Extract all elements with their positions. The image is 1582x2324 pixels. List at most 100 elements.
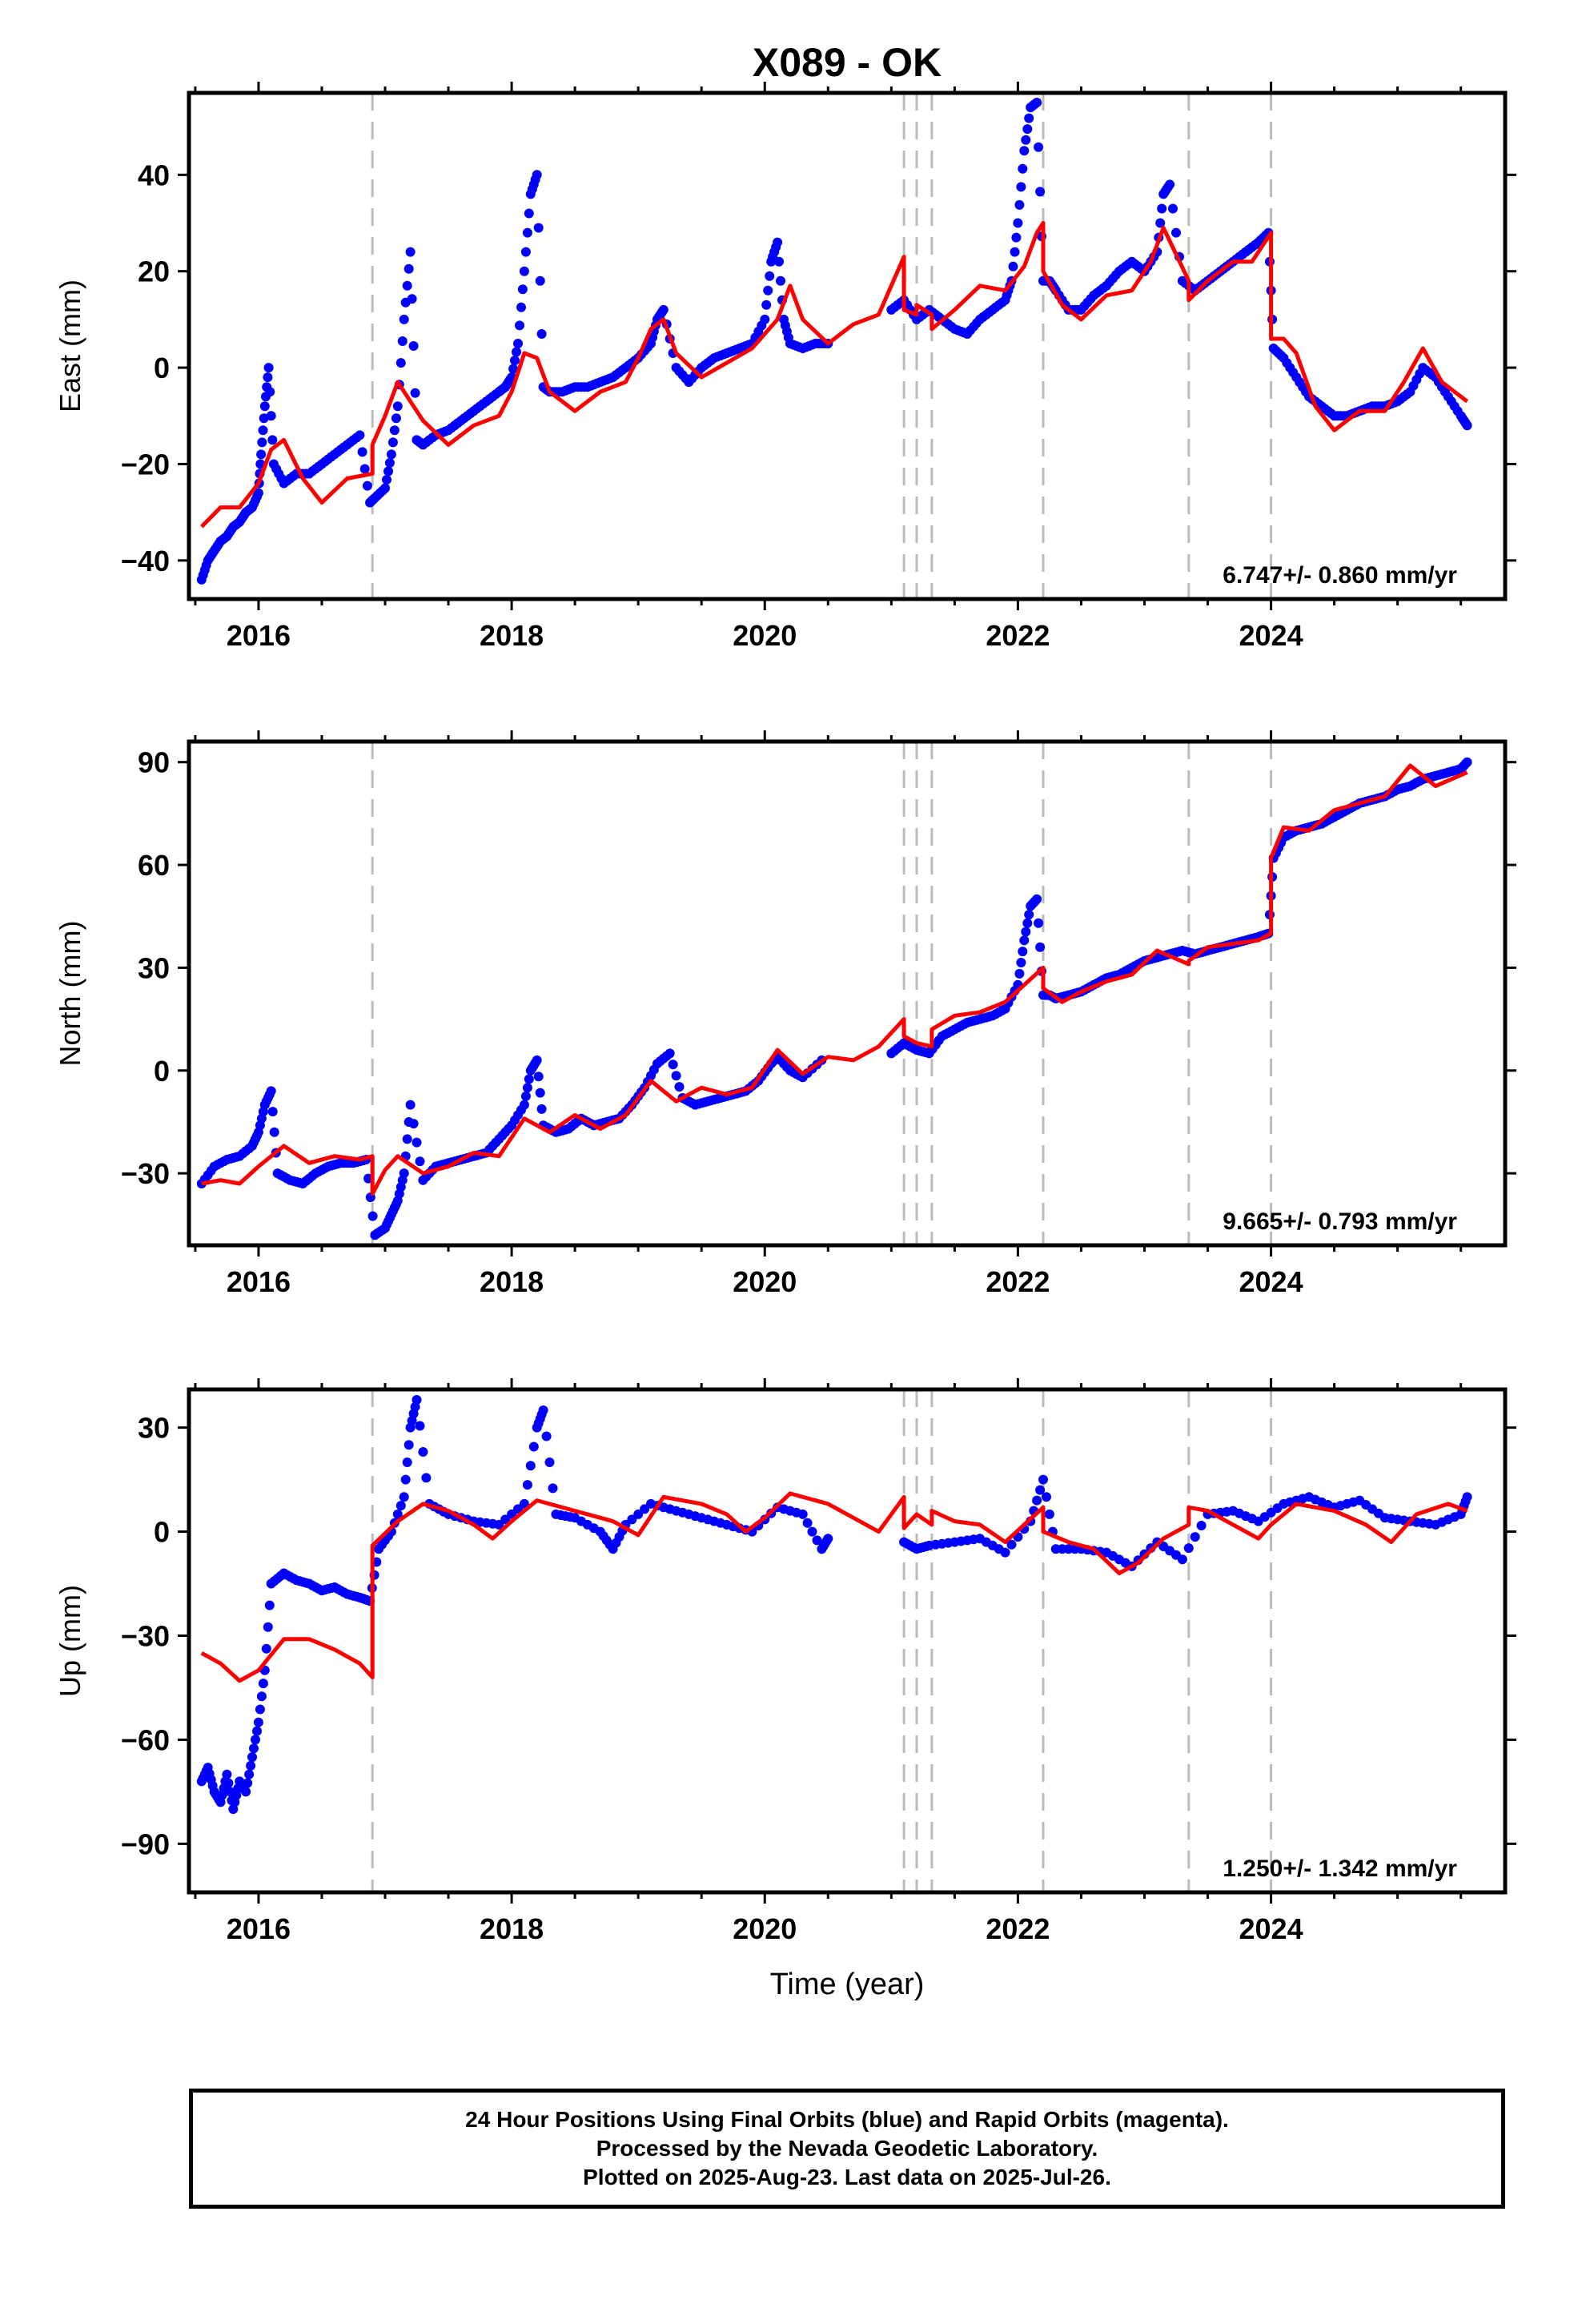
data-point bbox=[522, 1083, 532, 1093]
data-point bbox=[512, 347, 521, 357]
data-point bbox=[399, 1168, 409, 1179]
data-point bbox=[538, 1405, 548, 1415]
data-point bbox=[1171, 227, 1181, 238]
data-point bbox=[1022, 124, 1033, 135]
data-point bbox=[412, 1395, 422, 1405]
data-point bbox=[1035, 942, 1046, 952]
data-point bbox=[1018, 163, 1028, 174]
data-point bbox=[516, 302, 526, 312]
data-point bbox=[396, 1501, 406, 1511]
panel-up: 2016 2018 2020 2022 2024 −90 −60 −30 0 30 Up (mm) 1… bbox=[54, 1378, 1516, 1945]
data-point bbox=[400, 1474, 411, 1485]
data-point bbox=[418, 1447, 428, 1457]
x-tick-label: 2022 bbox=[986, 1265, 1050, 1298]
data-point bbox=[761, 300, 772, 310]
footer-line-3: Plotted on 2025-Aug-23. Last data on 202… bbox=[583, 2165, 1111, 2189]
data-point bbox=[267, 435, 278, 445]
data-point bbox=[528, 1441, 539, 1452]
data-point bbox=[1016, 182, 1026, 192]
data-point bbox=[1177, 1554, 1187, 1565]
y-tick-label: 20 bbox=[138, 255, 170, 288]
data-point bbox=[1011, 232, 1022, 243]
data-point bbox=[823, 1534, 833, 1544]
data-point bbox=[668, 1059, 678, 1070]
data-point bbox=[548, 1483, 558, 1494]
data-point bbox=[1013, 218, 1023, 228]
x-tick-label: 2018 bbox=[480, 1912, 544, 1945]
data-point bbox=[520, 1091, 531, 1101]
data-point bbox=[533, 223, 544, 233]
x-tick-label: 2016 bbox=[227, 619, 291, 652]
data-point bbox=[402, 280, 412, 291]
data-point bbox=[266, 411, 276, 421]
x-tick-label: 2016 bbox=[227, 1265, 291, 1298]
y-tick-label: 60 bbox=[138, 849, 170, 882]
data-point bbox=[1034, 142, 1044, 152]
y-axis-label: Up (mm) bbox=[54, 1585, 86, 1697]
data-point bbox=[408, 341, 419, 351]
data-point bbox=[256, 449, 267, 460]
data-point bbox=[405, 1100, 416, 1110]
rate-annotation: 1.250+/- 1.342 mm/yr bbox=[1223, 1856, 1457, 1882]
y-tick-label: −30 bbox=[121, 1620, 170, 1653]
data-point bbox=[536, 329, 547, 339]
data-point bbox=[399, 314, 409, 324]
data-point bbox=[633, 1509, 644, 1519]
footer-line-1: 24 Hour Positions Using Final Orbits (bl… bbox=[465, 2107, 1229, 2132]
data-point bbox=[1019, 146, 1030, 156]
y-tick-label: 0 bbox=[154, 1055, 170, 1088]
data-point bbox=[367, 1211, 378, 1221]
data-point bbox=[389, 425, 400, 436]
data-point bbox=[258, 425, 268, 436]
y-tick-label: 0 bbox=[154, 1516, 170, 1549]
x-tick-label: 2018 bbox=[480, 619, 544, 652]
data-point bbox=[802, 1518, 813, 1528]
plot-area-up bbox=[196, 1389, 1472, 1892]
data-point bbox=[1462, 1492, 1472, 1502]
x-tick-label: 2024 bbox=[1239, 1265, 1303, 1298]
data-point bbox=[517, 284, 528, 295]
data-point bbox=[399, 1492, 409, 1502]
y-axis-label: North (mm) bbox=[54, 921, 86, 1067]
x-tick-label: 2018 bbox=[480, 1265, 544, 1298]
data-point bbox=[362, 480, 372, 491]
data-point bbox=[257, 437, 267, 448]
data-point bbox=[520, 247, 531, 257]
data-point bbox=[541, 1431, 552, 1441]
data-point bbox=[397, 336, 408, 346]
y-tick-label: −30 bbox=[121, 1157, 170, 1190]
data-point bbox=[1196, 1521, 1207, 1530]
data-point bbox=[1024, 910, 1034, 920]
chart-title: X089 - OK bbox=[753, 40, 942, 85]
data-point bbox=[249, 1743, 259, 1754]
data-point bbox=[251, 1735, 260, 1745]
x-tick-label: 2020 bbox=[733, 1265, 797, 1298]
data-point bbox=[258, 1679, 268, 1689]
data-point bbox=[524, 208, 534, 219]
x-tick-label: 2020 bbox=[733, 619, 797, 652]
data-point bbox=[412, 1137, 422, 1148]
data-point bbox=[1168, 203, 1178, 214]
x-tick-label: 2016 bbox=[227, 1912, 291, 1945]
data-point bbox=[1016, 958, 1026, 967]
data-point bbox=[253, 488, 263, 498]
data-point bbox=[355, 430, 365, 440]
data-point bbox=[267, 1107, 278, 1117]
data-point bbox=[1024, 113, 1034, 123]
data-point bbox=[1165, 179, 1175, 190]
x-tick-label: 2022 bbox=[986, 619, 1050, 652]
data-point bbox=[263, 1622, 273, 1632]
data-point bbox=[264, 1600, 275, 1610]
y-tick-label: −60 bbox=[121, 1723, 170, 1756]
data-point bbox=[812, 1535, 822, 1546]
data-point bbox=[386, 449, 396, 460]
data-point bbox=[269, 1127, 279, 1137]
data-point bbox=[246, 1760, 256, 1771]
x-tick-label: 2020 bbox=[733, 1912, 797, 1945]
data-point bbox=[1038, 1474, 1048, 1485]
data-point bbox=[265, 387, 275, 397]
data-point bbox=[763, 285, 773, 296]
rate-annotation: 6.747+/- 0.860 mm/yr bbox=[1223, 562, 1457, 589]
data-point bbox=[765, 271, 775, 281]
